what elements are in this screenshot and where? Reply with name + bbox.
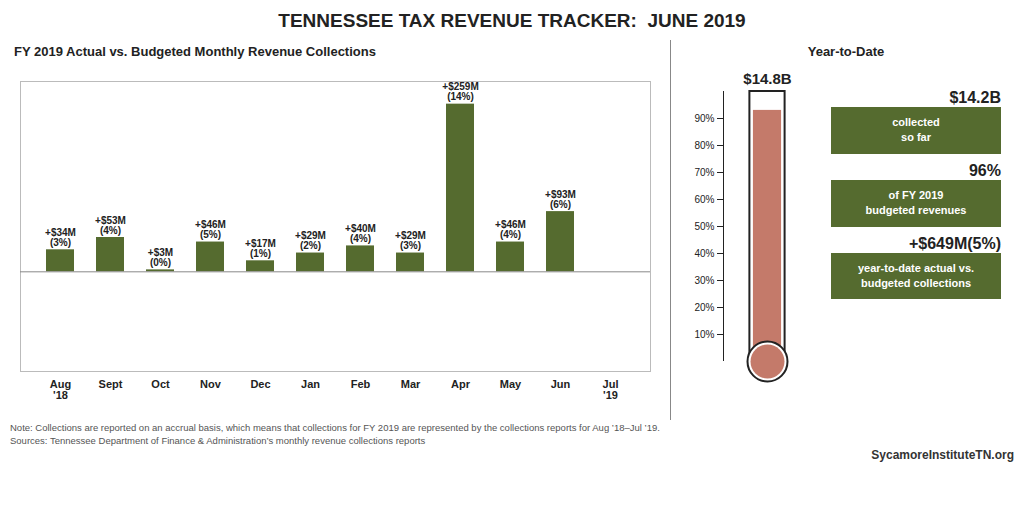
- svg-text:+$29M(2%): +$29M(2%): [295, 230, 326, 251]
- html-text:of FY 2019 budgeted revenues: of FY 2019 budgeted revenues: [865, 188, 967, 217]
- svg-text:+$259M(14%): +$259M(14%): [442, 81, 478, 102]
- html-text:TENNESSEE TAX REVENUE TRACKER:: TENNESSEE TAX REVENUE TRACKER: JUNE 2019: [278, 10, 746, 31]
- svg-text:+$3M(0%): +$3M(0%): [148, 247, 173, 268]
- html-text:FY 2019 Actual vs. Budgeted Mo: FY 2019 Actual vs. Budgeted Monthly Reve…: [14, 44, 376, 59]
- svg-text:Nov: Nov: [200, 378, 222, 390]
- svg-text:+$46M(5%): +$46M(5%): [195, 219, 226, 240]
- html-text:Year-to-Date: Year-to-Date: [807, 44, 885, 59]
- html-text:96%: 96%: [969, 161, 1001, 179]
- svg-text:50%: 50%: [694, 221, 714, 232]
- svg-text:$14.8B: $14.8B: [743, 70, 792, 87]
- svg-text:Dec: Dec: [250, 378, 270, 390]
- svg-text:Aug'18: Aug'18: [50, 378, 71, 401]
- svg-text:+$34M(3%): +$34M(3%): [45, 227, 76, 248]
- svg-text:40%: 40%: [694, 248, 714, 259]
- svg-text:70%: 70%: [694, 167, 714, 178]
- svg-text:90%: 90%: [694, 113, 714, 124]
- svg-text:Jan: Jan: [301, 378, 320, 390]
- svg-text:30%: 30%: [694, 275, 714, 286]
- svg-text:+$53M(4%): +$53M(4%): [95, 215, 126, 236]
- svg-text:Oct: Oct: [151, 378, 170, 390]
- svg-text:10%: 10%: [694, 329, 714, 340]
- html-text:$14.2B: $14.2B: [949, 89, 1001, 106]
- html-text:Sources: Tennessee Department: Sources: Tennessee Department of Finance…: [10, 435, 426, 446]
- svg-text:20%: 20%: [694, 302, 714, 313]
- svg-text:Feb: Feb: [351, 378, 371, 390]
- svg-text:+$29M(3%): +$29M(3%): [395, 230, 426, 251]
- html-text:collected so far: collected so far: [892, 116, 940, 144]
- svg-text:Apr: Apr: [451, 378, 471, 390]
- html-text:+$649M(5%): +$649M(5%): [909, 234, 1001, 252]
- svg-text:Jun: Jun: [551, 378, 571, 390]
- svg-text:+$40M(4%): +$40M(4%): [345, 223, 376, 244]
- svg-text:+$46M(4%): +$46M(4%): [495, 219, 526, 240]
- svg-text:Jul'19: Jul'19: [603, 378, 619, 401]
- svg-text:Sept: Sept: [99, 378, 123, 390]
- html-text:SycamoreInstituteTN.org: SycamoreInstituteTN.org: [871, 448, 1014, 462]
- html-text:year-to-date actual vs. budget: year-to-date actual vs. budgeted collect…: [857, 261, 975, 289]
- svg-text:+$93M(6%): +$93M(6%): [545, 189, 576, 210]
- html-text:Note: Collections are reported: Note: Collections are reported on an acc…: [10, 422, 660, 433]
- svg-text:60%: 60%: [694, 194, 714, 205]
- svg-text:Mar: Mar: [401, 378, 421, 390]
- svg-text:May: May: [500, 378, 522, 390]
- svg-text:80%: 80%: [694, 140, 714, 151]
- svg-text:+$17M(1%): +$17M(1%): [245, 238, 276, 259]
